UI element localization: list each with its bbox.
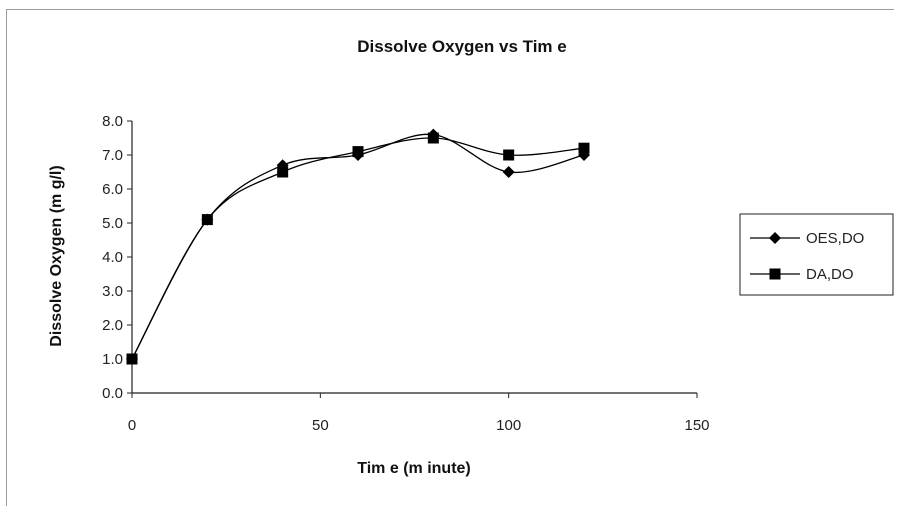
legend-marker (769, 232, 781, 244)
legend-item-da-do: DA,DO (750, 266, 854, 283)
axes: 0.0 1.0 2.0 3.0 4.0 5.0 6.0 7.0 8.0 0 50 100 150 (102, 113, 709, 434)
data-point-da-do (352, 146, 364, 158)
series-line-da-do (131, 137, 585, 360)
legend-label: OES,DO (806, 230, 864, 247)
legend-label: DA,DO (806, 266, 854, 283)
data-point-da-do (503, 149, 515, 161)
legend-box (739, 213, 894, 296)
chart-frame (6, 9, 894, 506)
data-point-da-do (277, 166, 289, 178)
series-da-do (126, 132, 590, 365)
data-point-da-do (126, 353, 138, 365)
x-tick-label: 50 (312, 417, 329, 434)
y-tick-label: 2.0 (102, 317, 123, 334)
y-tick-label: 0.0 (102, 385, 123, 402)
y-tick-label: 1.0 (102, 351, 123, 368)
legend-item-oes-do: OES,DO (750, 230, 864, 247)
data-point-oes-do (502, 166, 515, 178)
chart-title: Dissolve Oxygen vs Tim e (357, 37, 566, 56)
series-layer (126, 128, 590, 365)
data-point-da-do (578, 142, 590, 154)
y-tick-label: 5.0 (102, 215, 123, 232)
y-tick-label: 6.0 (102, 181, 123, 198)
legend: OES,DO DA,DO (739, 213, 894, 296)
data-point-da-do (427, 132, 439, 144)
y-tick-label: 7.0 (102, 147, 123, 164)
x-axis-title: Tim e (m inute) (357, 460, 471, 477)
y-tick-label: 4.0 (102, 249, 123, 266)
y-axis-title: Dissolve Oxygen (m g/l) (48, 165, 65, 346)
legend-marker (769, 268, 781, 280)
series-oes-do (126, 128, 590, 365)
x-tick-label: 100 (496, 417, 521, 434)
x-tick-label: 0 (128, 417, 136, 434)
x-tick-label: 150 (684, 417, 709, 434)
series-line-oes-do (131, 133, 585, 360)
data-point-da-do (201, 214, 213, 226)
y-tick-label: 3.0 (102, 283, 123, 300)
y-tick-label: 8.0 (102, 113, 123, 130)
